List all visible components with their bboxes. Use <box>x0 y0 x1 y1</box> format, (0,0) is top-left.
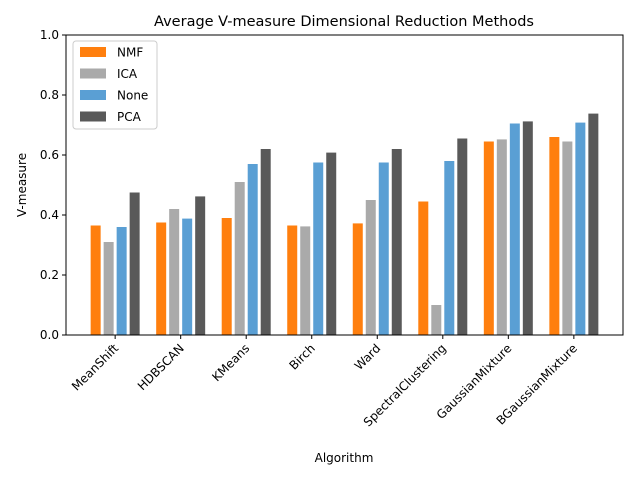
bar-nmf-meanshift <box>90 225 101 335</box>
legend-swatch-nmf <box>80 47 106 57</box>
legend-label-none: None <box>117 89 148 103</box>
bar-nmf-hdbscan <box>156 222 167 335</box>
x-axis: MeanShift HDBSCAN KMeans Birch WardSpectralC… <box>69 335 580 429</box>
x-tick-label: HDBSCAN <box>135 341 187 393</box>
x-tick-label: Birch <box>286 341 317 372</box>
bar-nmf-ward <box>352 223 363 335</box>
bar-nmf-spectralclustering <box>418 201 429 335</box>
bar-ica-meanshift <box>103 242 114 335</box>
bar-pca-meanshift <box>129 192 140 335</box>
y-tick-label: 0.0 <box>40 328 59 342</box>
bar-pca-ward <box>391 149 402 335</box>
bar-ica-ward <box>365 200 376 335</box>
bar-none-ward <box>378 162 389 335</box>
bar-none-kmeans <box>247 164 258 335</box>
bar-pca-hdbscan <box>195 196 206 335</box>
bar-ica-birch <box>300 226 311 335</box>
y-tick-label: 0.6 <box>40 148 59 162</box>
bar-nmf-bgaussianmixture <box>549 137 560 335</box>
bar-none-bgaussianmixture <box>575 122 586 335</box>
bar-none-meanshift <box>116 227 127 335</box>
y-axis-title: V-measure <box>15 153 29 217</box>
bar-none-birch <box>313 162 324 335</box>
bar-pca-bgaussianmixture <box>588 113 599 335</box>
bar-nmf-birch <box>287 225 298 335</box>
y-tick-label: 1.0 <box>40 28 59 42</box>
x-tick-label: Ward <box>352 341 384 373</box>
bar-pca-birch <box>326 152 337 335</box>
bar-pca-spectralclustering <box>457 138 468 335</box>
bar-none-spectralclustering <box>444 161 455 335</box>
x-tick-label: KMeans <box>209 341 252 384</box>
legend-swatch-pca <box>80 111 106 122</box>
bar-nmf-gaussianmixture <box>483 141 494 335</box>
bar-none-hdbscan <box>182 218 193 335</box>
bar-ica-kmeans <box>234 182 245 335</box>
y-tick-label: 0.8 <box>40 88 59 102</box>
chart-title: Average V-measure Dimensional Reduction … <box>154 14 534 30</box>
bar-pca-gaussianmixture <box>522 121 533 336</box>
legend-label-pca: PCA <box>117 110 142 124</box>
bar-ica-hdbscan <box>169 209 180 335</box>
bar-nmf-kmeans <box>221 218 232 335</box>
bar-none-gaussianmixture <box>509 123 520 335</box>
legend: NMF ICA None PCA <box>72 40 158 130</box>
x-axis-title: Algorithm <box>315 451 374 465</box>
bar-ica-gaussianmixture <box>496 139 507 335</box>
plot-frame <box>65 34 624 336</box>
bar-ica-bgaussianmixture <box>562 141 573 335</box>
bars-group <box>90 113 599 336</box>
legend-label-nmf: NMF <box>117 46 143 60</box>
legend-frame <box>72 40 158 130</box>
x-tick-label: MeanShift <box>69 341 122 394</box>
y-tick-label: 0.4 <box>40 208 59 222</box>
y-axis: 0.0 0.2 0.4 0.6 0.8 1.0 <box>40 28 66 342</box>
legend-swatch-ica <box>80 68 106 79</box>
legend-swatch-none <box>80 90 106 100</box>
bar-ica-spectralclustering <box>431 305 442 335</box>
legend-label-ica: ICA <box>117 67 138 81</box>
bar-pca-kmeans <box>260 149 271 335</box>
y-tick-label: 0.2 <box>40 268 59 282</box>
